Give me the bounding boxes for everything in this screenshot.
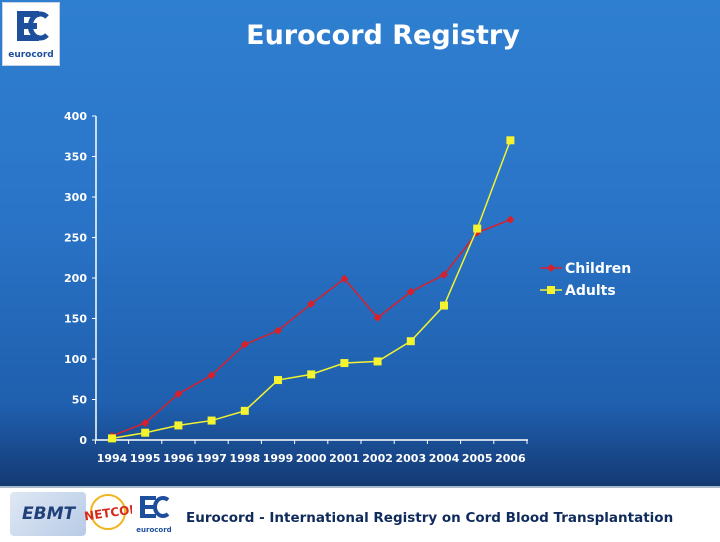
x-tick-label: 2002 — [362, 452, 393, 465]
adults-data-point — [174, 421, 183, 430]
x-tick-label: 1996 — [163, 452, 194, 465]
y-tick-label: 200 — [64, 272, 87, 285]
chart-title: Eurocord Registry — [246, 20, 520, 51]
eurocord-footer-logo-icon — [140, 496, 170, 518]
children-data-point — [373, 313, 382, 322]
adults-data-point — [340, 359, 349, 368]
ebmt-logo: EBMT — [10, 492, 86, 536]
x-tick-label: 1995 — [130, 452, 161, 465]
adults-data-point — [440, 301, 448, 310]
x-tick-label: 1994 — [97, 452, 128, 465]
y-tick-label: 50 — [72, 394, 88, 407]
adults-data-point — [274, 376, 282, 385]
adults-series-line — [111, 140, 512, 440]
x-tick-label: 2003 — [395, 452, 426, 465]
x-tick-label: 2006 — [495, 452, 526, 465]
adults-data-point — [473, 224, 482, 233]
footer-banner: EBMT NETCORD eurocord Eurocord - Interna… — [0, 486, 720, 542]
y-tick-label: 100 — [64, 353, 87, 366]
eurocord-footer-logo-text: eurocord — [136, 526, 172, 534]
children-data-point — [340, 274, 349, 283]
children-data-point — [174, 389, 183, 398]
children-data-point — [274, 326, 282, 335]
x-tick-label: 1997 — [196, 452, 227, 465]
children-data-point — [406, 287, 415, 296]
y-tick-label: 350 — [64, 151, 87, 164]
adults-data-point — [506, 136, 515, 145]
children-data-point — [307, 299, 316, 308]
eurocord-logo-text: eurocord — [8, 50, 54, 60]
y-tick-label: 0 — [79, 434, 87, 447]
children-series-line — [111, 218, 511, 437]
chart-series — [108, 136, 515, 443]
x-tick-label: 2004 — [429, 452, 460, 465]
children-legend-label: Children — [565, 261, 631, 277]
children-data-point — [141, 418, 150, 427]
y-tick-label: 150 — [64, 313, 87, 326]
y-tick-label: 300 — [64, 191, 87, 204]
adults-data-point — [141, 428, 150, 437]
x-tick-label: 2001 — [329, 452, 360, 465]
x-tick-label: 2005 — [462, 452, 493, 465]
adults-data-point — [307, 370, 316, 379]
eurocord-logo-icon — [17, 11, 49, 41]
adults-data-point — [207, 416, 216, 425]
eurocord-footer-logo: eurocord — [132, 492, 176, 536]
y-tick-label: 250 — [64, 232, 87, 245]
children-data-point — [240, 340, 249, 349]
adults-data-point — [108, 434, 116, 443]
x-tick-label: 1999 — [263, 452, 294, 465]
adults-data-point — [373, 357, 382, 366]
ebmt-logo-text: EBMT — [22, 504, 76, 524]
footer-caption: Eurocord - International Registry on Cor… — [186, 510, 674, 526]
adults-legend-label: Adults — [565, 283, 616, 299]
adults-legend-marker — [547, 286, 555, 294]
chart-legend: Children Adults — [540, 261, 631, 299]
netcord-ring-icon — [90, 494, 126, 530]
netcord-logo: NETCORD — [83, 492, 149, 536]
x-tick-label: 2000 — [296, 452, 327, 465]
adults-data-point — [406, 337, 415, 346]
eurocord-logo: eurocord — [2, 2, 60, 66]
adults-data-point — [240, 406, 249, 415]
children-legend-marker — [547, 264, 555, 272]
children-data-point — [207, 371, 216, 380]
x-tick-label: 1998 — [229, 452, 260, 465]
children-data-point — [440, 270, 448, 279]
children-data-point — [506, 215, 515, 224]
chart-axes: 0 50 100 150 200 250 300 350 400 1994 1995 1996 1997… — [64, 110, 528, 465]
y-tick-label: 400 — [64, 110, 87, 123]
